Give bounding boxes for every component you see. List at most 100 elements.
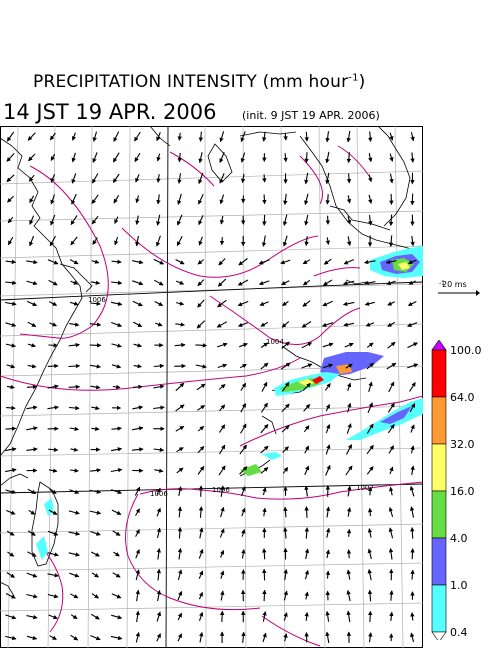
reference-vector-head [476,290,480,296]
wind-arrow [199,527,204,539]
wind-arrow [68,405,80,411]
wind-arrow [111,364,122,369]
wind-arrow [347,485,352,497]
wind-arrow [111,593,122,599]
legend-swatch [431,584,447,633]
wind-arrow [364,280,376,286]
wind-arrow [325,194,330,205]
wind-arrow [5,259,17,265]
wind-arrow [68,363,81,369]
wind-arrow [260,362,269,370]
wind-arrow [28,153,36,162]
wind-arrow [346,610,351,623]
wind-arrow [239,466,248,475]
wind-arrow [262,174,267,183]
wind-arrow [325,172,330,185]
wind-arrow [114,236,119,246]
wind-arrow [410,132,415,142]
isobar-labels: 1006 1004 1006 1006 1007 [88,296,374,498]
wind-arrow [89,510,102,515]
wind-arrow [407,342,418,349]
wind-arrow [217,342,228,348]
wind-arrow [387,321,396,327]
wind-arrow [29,235,35,247]
isobar-label-1007: 1007 [356,484,374,492]
wind-arrow [197,405,206,411]
wind-arrow [6,131,15,142]
isobar-label-1006: 1006 [150,490,168,498]
wind-arrow [5,447,17,452]
wind-arrow [153,363,165,369]
wind-arrow [407,322,418,327]
wind-arrow [262,589,267,602]
wind-arrow [262,194,267,205]
reference-vector-unit-exponent: -1 [439,280,445,287]
wind-arrow [410,569,415,580]
wind-arrow [135,235,140,247]
wind-arrow [68,510,80,515]
wind-arrow [91,426,100,431]
reference-vector-value: 20 ms [442,280,467,289]
wind-arrow [177,526,183,539]
wind-arrow [92,173,99,184]
wind-arrow [301,342,313,349]
wind-arrow [367,527,373,538]
wind-arrow [281,425,290,433]
wind-arrow [6,572,16,578]
wind-arrow [113,195,120,204]
wind-arrow [259,301,269,306]
wind-arrow [366,362,375,370]
wind-arrow [153,384,165,389]
wind-arrow [5,301,17,306]
wind-arrow [304,465,310,476]
wind-arrow [217,278,227,287]
wind-arrow [156,174,161,183]
wind-arrow [304,214,309,226]
wind-arrow [47,384,59,389]
wind-arrow [49,322,57,327]
wind-arrow [133,343,143,348]
wind-arrow [343,259,354,265]
wind-arrow [6,530,15,536]
wind-arrow [91,572,100,578]
wind-arrow [239,444,247,455]
wind-arrow [197,426,205,432]
wind-arrow [240,423,247,434]
wind-arrow [47,530,59,536]
wind-arrow [156,487,161,495]
wind-arrow [5,593,16,599]
wind-arrow [48,343,59,348]
wind-arrow [156,214,161,226]
wind-arrow [281,341,290,349]
wind-arrow [70,634,79,641]
wind-arrow [156,153,161,162]
wind-arrow [90,280,101,285]
wind-arrow [198,193,204,205]
wind-arrow [241,548,246,559]
wind-arrow [388,381,395,393]
wind-arrow [135,631,140,643]
wind-arrow [196,320,206,329]
wind-arrow [407,301,417,306]
wind-arrow [260,402,268,413]
wind-arrow [26,426,38,431]
wind-arrow [304,236,309,247]
wind-arrow [219,173,225,184]
wind-arrow [5,280,17,285]
wind-arrow [90,551,100,557]
wind-arrow [89,322,102,327]
wind-arrow [195,364,207,369]
wind-arrow [71,193,77,205]
wind-arrow [26,572,38,578]
legend-swatch [431,490,447,539]
wind-arrow [154,301,164,306]
wind-arrow [26,635,38,640]
wind-arrow [342,301,355,307]
wind-arrow [26,405,38,410]
wind-arrow [197,465,205,475]
wind-arrow [198,236,203,246]
wind-arrow [302,382,311,391]
wind-arrow [6,405,16,411]
wind-arrow [237,279,249,286]
wind-arrow [196,383,206,391]
